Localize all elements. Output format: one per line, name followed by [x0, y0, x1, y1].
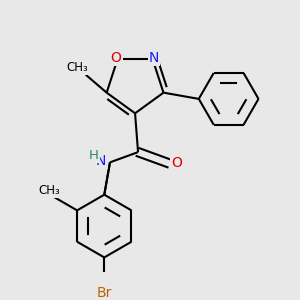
- Text: Br: Br: [97, 286, 112, 300]
- Text: O: O: [111, 51, 122, 65]
- Text: CH₃: CH₃: [66, 61, 88, 74]
- Text: N: N: [96, 154, 106, 168]
- Text: N: N: [149, 51, 159, 65]
- Text: H: H: [88, 149, 98, 162]
- Text: O: O: [171, 156, 182, 170]
- Text: CH₃: CH₃: [38, 184, 60, 197]
